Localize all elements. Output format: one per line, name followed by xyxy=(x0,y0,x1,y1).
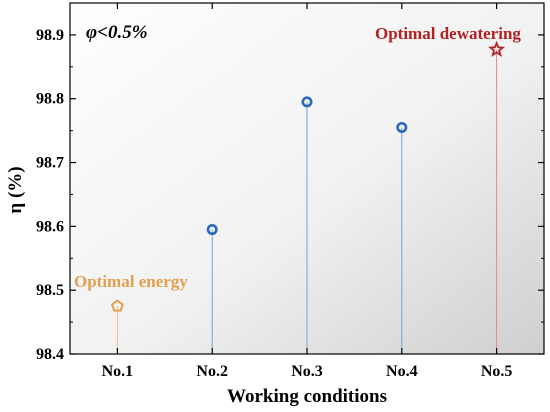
data-point-pentagon xyxy=(110,299,124,312)
condition-label: φ<0.5% xyxy=(86,22,148,43)
y-tick-label: 98.9 xyxy=(36,27,64,44)
data-point-star xyxy=(488,40,506,57)
y-tick-label: 98.5 xyxy=(36,282,64,299)
markers xyxy=(110,40,506,312)
data-point-circle xyxy=(206,224,218,236)
annotation-optimal-dewatering: Optimal dewatering xyxy=(375,24,521,43)
stems xyxy=(116,49,498,354)
x-tick-label: No.5 xyxy=(481,363,513,380)
x-tick-label: No.4 xyxy=(386,363,418,380)
x-tick-label: No.3 xyxy=(291,363,323,380)
y-tick-label: 98.4 xyxy=(36,346,64,363)
data-point-circle xyxy=(301,96,313,108)
data-point-circle xyxy=(396,121,408,133)
y-tick-label: 98.6 xyxy=(36,218,64,235)
y-tick-label: 98.7 xyxy=(36,155,64,172)
x-axis-title: Working conditions xyxy=(227,386,387,407)
y-axis-title: η (%) xyxy=(5,166,26,213)
x-tick-label: No.2 xyxy=(196,363,228,380)
annotation-optimal-energy: Optimal energy xyxy=(74,272,188,291)
x-axis-ticks: No.1 No.2 No.3 No.4 No.5 xyxy=(102,3,513,380)
y-tick-label: 98.8 xyxy=(36,91,64,108)
x-tick-label: No.1 xyxy=(102,363,134,380)
y-axis-ticks: 98.4 98.5 98.6 98.7 98.8 98.9 xyxy=(36,27,544,363)
